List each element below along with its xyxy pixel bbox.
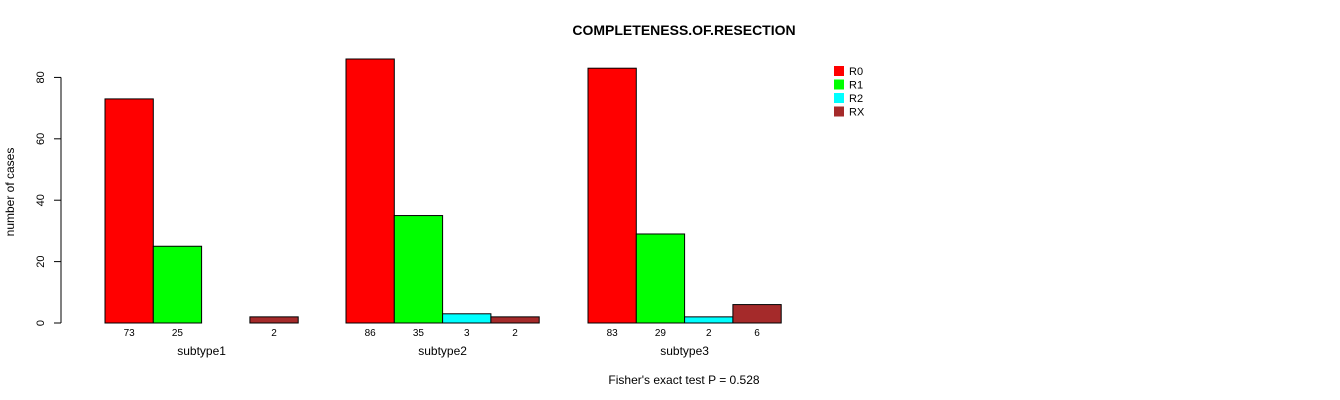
bar-value-label: 2	[706, 328, 712, 339]
legend-swatch-R1	[834, 79, 844, 90]
bar-value-label: 29	[655, 328, 667, 339]
y-tick-label: 0	[35, 320, 47, 326]
bar-value-label: 83	[607, 328, 619, 339]
bars	[104, 58, 782, 324]
bar-subtype1-R0	[104, 98, 154, 324]
y-tick-label: 60	[35, 133, 47, 145]
y-axis-label: number of cases	[3, 148, 17, 237]
group-label-subtype1: subtype1	[177, 344, 226, 358]
bar-value-label: 25	[172, 328, 184, 339]
legend-swatch-RX	[834, 106, 844, 117]
y-tick-label: 40	[35, 194, 47, 206]
bar-subtype1-R1	[152, 245, 203, 324]
bar-subtype2-RX	[490, 316, 540, 324]
bar-subtype3-RX	[732, 304, 782, 324]
footnote: Fisher's exact test P = 0.528	[608, 373, 759, 387]
y-tick-label: 20	[35, 255, 47, 267]
bar-value-label: 6	[754, 328, 760, 339]
legend-label-RX: RX	[849, 107, 865, 119]
group-label-subtype2: subtype2	[418, 344, 467, 358]
bar-subtype3-R2	[684, 316, 734, 324]
legend-label-R2: R2	[849, 93, 863, 105]
bar-value-label: 86	[365, 328, 377, 339]
legend-label-R0: R0	[849, 66, 863, 78]
bar-value-label: 2	[271, 328, 277, 339]
group-labels: subtype1 subtype2 subtype3	[177, 344, 709, 358]
chart-title: COMPLETENESS.OF.RESECTION	[572, 22, 795, 38]
bar-subtype2-R2	[442, 313, 492, 324]
bar-subtype2-R1	[393, 215, 444, 324]
bar-value-label: 35	[413, 328, 425, 339]
legend-swatch-R0	[834, 66, 844, 76]
bar-subtype3-R1	[635, 233, 686, 324]
bar-value-label: 3	[464, 328, 470, 339]
y-axis: 0 20 40 60 80	[35, 71, 62, 326]
legend-label-R1: R1	[849, 80, 863, 92]
bar-value-label: 2	[512, 328, 518, 339]
legend-swatch-R2	[834, 93, 844, 103]
bar-value-label: 73	[124, 328, 136, 339]
bar-subtype2-R0	[345, 58, 395, 324]
group-label-subtype3: subtype3	[660, 344, 709, 358]
bar-subtype1-RX	[249, 316, 299, 324]
bar-subtype3-R0	[587, 67, 637, 324]
bar-labels: 73 25 2 86 35 3 2 83 29 2 6	[124, 328, 761, 339]
y-tick-label: 80	[35, 71, 47, 83]
